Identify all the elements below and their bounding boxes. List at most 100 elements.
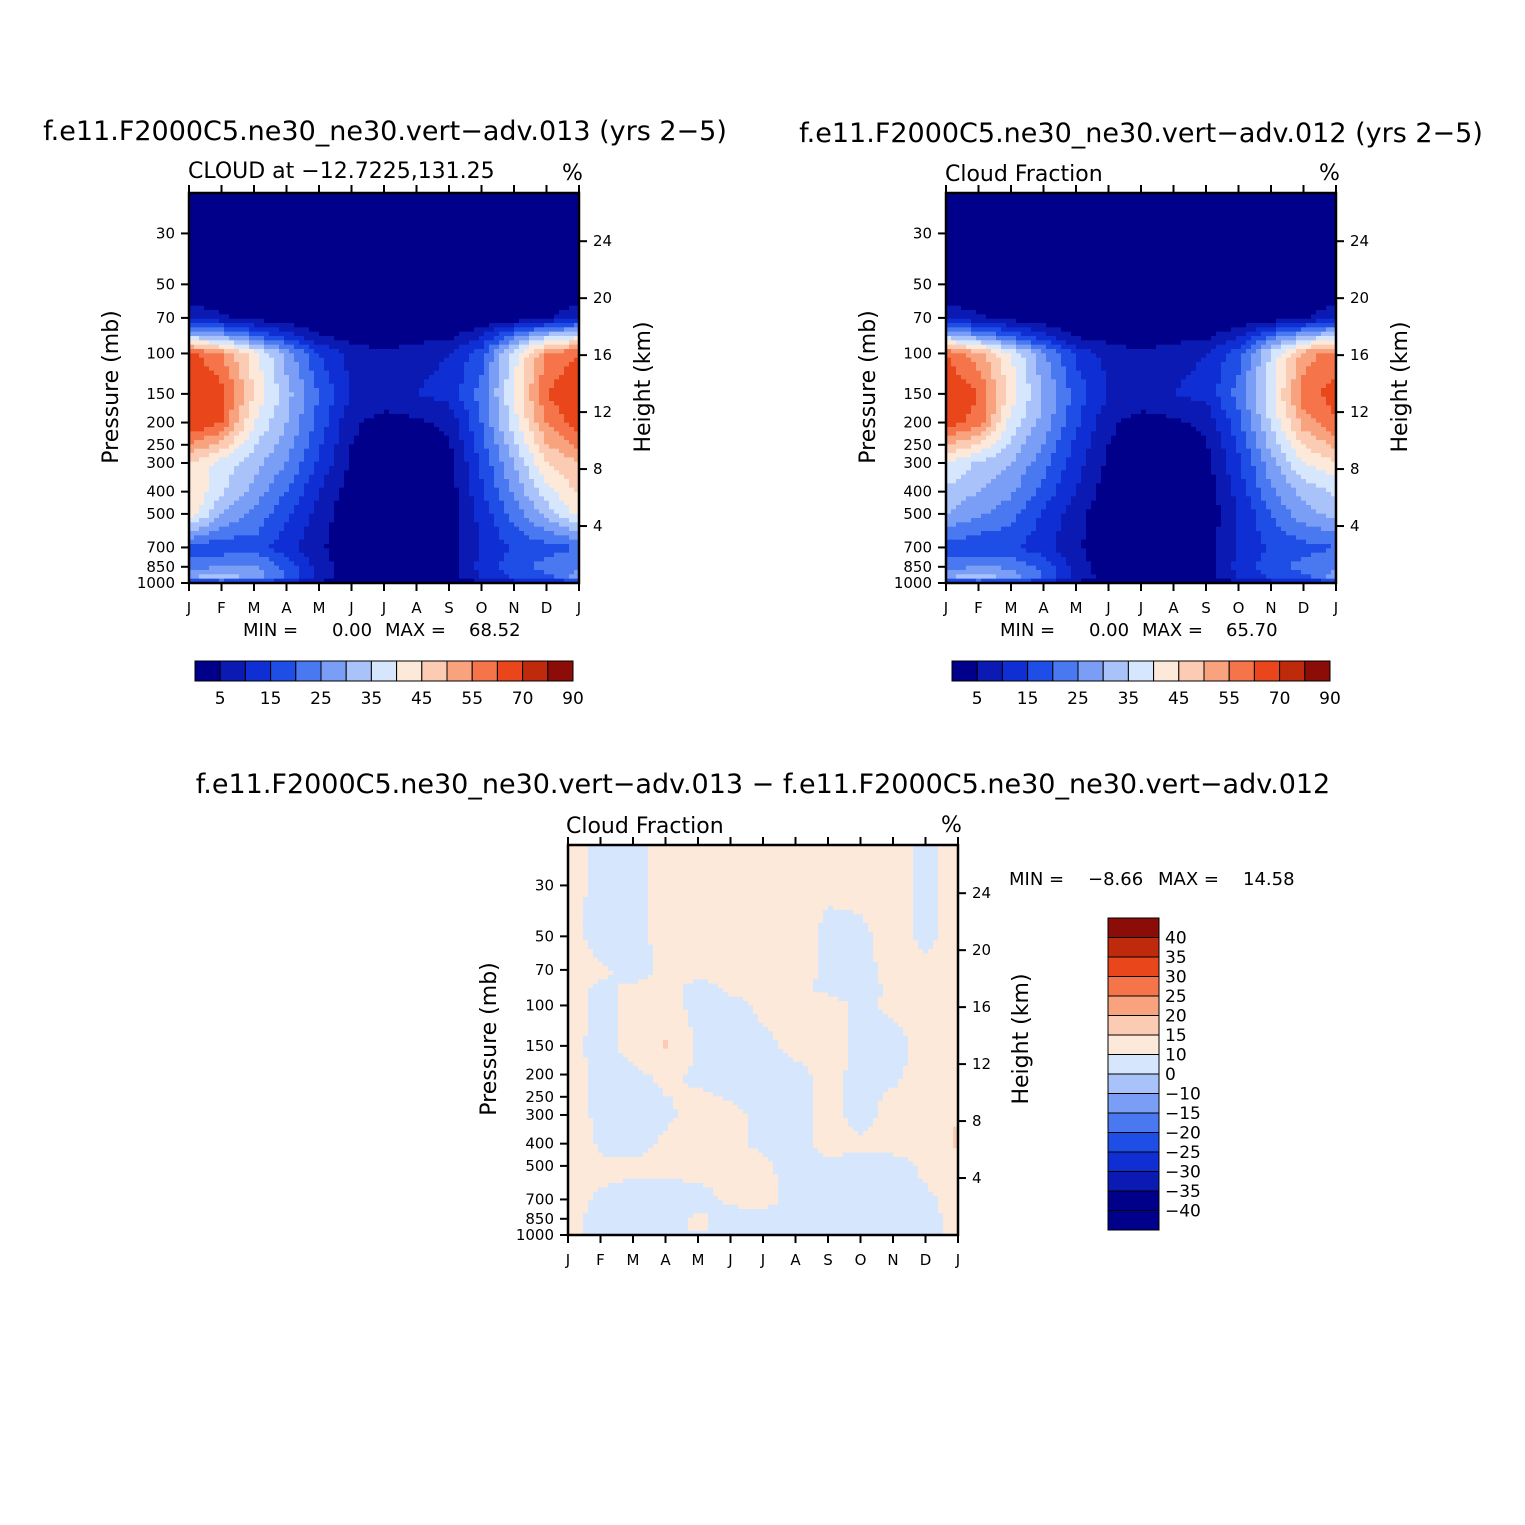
field-cell	[274, 405, 280, 411]
field-cell	[229, 227, 235, 233]
field-cell	[444, 284, 450, 289]
field-cell	[484, 219, 490, 224]
field-cell	[219, 409, 225, 415]
field-cell	[289, 444, 295, 450]
field-cell	[254, 457, 260, 463]
field-cell	[479, 461, 485, 467]
field-cell	[534, 405, 540, 411]
field-cell	[379, 340, 385, 346]
field-cell	[354, 258, 360, 263]
field-cell	[499, 310, 505, 315]
field-cell	[364, 448, 370, 454]
field-cell	[264, 453, 270, 458]
field-cell	[214, 392, 220, 398]
field-cell	[494, 401, 500, 406]
field-cell	[274, 392, 280, 398]
field-cell	[329, 392, 335, 398]
field-cell	[309, 448, 315, 454]
field-cell	[409, 453, 415, 458]
field-cell	[374, 197, 380, 203]
field-cell	[399, 266, 405, 272]
field-cell	[484, 453, 490, 458]
field-cell	[194, 253, 200, 259]
field-cell	[289, 349, 295, 354]
field-cell	[474, 370, 480, 376]
field-cell	[379, 435, 385, 441]
field-cell	[274, 366, 280, 372]
field-cell	[239, 219, 245, 224]
field-cell	[514, 379, 520, 385]
field-cell	[569, 362, 575, 367]
field-cell	[499, 258, 505, 263]
field-cell	[299, 336, 305, 341]
field-cell	[534, 275, 540, 281]
field-cell	[434, 344, 440, 350]
field-cell	[539, 414, 545, 419]
field-cell	[474, 284, 480, 289]
field-cell	[239, 340, 245, 346]
field-cell	[279, 422, 285, 428]
field-cell	[469, 284, 475, 289]
field-cell	[569, 236, 575, 242]
field-cell	[224, 210, 230, 216]
field-cell	[354, 275, 360, 281]
field-cell	[249, 427, 255, 432]
field-cell	[409, 223, 415, 229]
field-cell	[374, 375, 380, 380]
field-cell	[349, 349, 355, 354]
field-cell	[464, 401, 470, 406]
field-cell	[419, 448, 425, 454]
field-cell	[454, 440, 460, 445]
field-cell	[479, 357, 485, 363]
field-cell	[209, 284, 215, 289]
field-cell	[334, 396, 340, 402]
field-cell	[214, 401, 220, 406]
field-cell	[519, 284, 525, 289]
field-cell	[494, 331, 500, 337]
field-cell	[194, 340, 200, 346]
field-cell	[224, 422, 230, 428]
field-cell	[464, 297, 470, 302]
field-cell	[334, 318, 340, 324]
field-cell	[574, 340, 579, 346]
field-cell	[219, 310, 225, 315]
field-cell	[469, 210, 475, 216]
field-cell	[309, 262, 315, 268]
field-cell	[474, 297, 480, 302]
field-cell	[304, 448, 310, 454]
field-cell	[209, 448, 215, 454]
field-cell	[504, 453, 510, 458]
field-cell	[299, 197, 305, 203]
field-cell	[344, 240, 350, 246]
field-cell	[274, 370, 280, 376]
field-cell	[514, 383, 520, 389]
field-cell	[374, 236, 380, 242]
field-cell	[434, 357, 440, 363]
field-cell	[414, 466, 420, 471]
field-cell	[499, 232, 505, 237]
field-cell	[414, 457, 420, 463]
field-cell	[389, 448, 395, 454]
field-cell	[394, 262, 400, 268]
field-cell	[209, 297, 215, 302]
field-cell	[509, 383, 515, 389]
field-cell	[554, 210, 560, 216]
field-cell	[519, 279, 525, 285]
field-cell	[389, 279, 395, 285]
field-cell	[359, 336, 365, 341]
field-cell	[549, 305, 555, 311]
field-cell	[504, 262, 510, 268]
field-cell	[344, 219, 350, 224]
field-cell	[354, 418, 360, 424]
field-cell	[549, 336, 555, 341]
field-cell	[554, 193, 560, 198]
field-cell	[489, 409, 495, 415]
field-cell	[279, 401, 285, 406]
field-cell	[359, 418, 365, 424]
field-cell	[459, 388, 465, 393]
field-cell	[549, 201, 555, 207]
field-cell	[399, 223, 405, 229]
field-cell	[434, 305, 440, 311]
field-cell	[419, 431, 425, 437]
